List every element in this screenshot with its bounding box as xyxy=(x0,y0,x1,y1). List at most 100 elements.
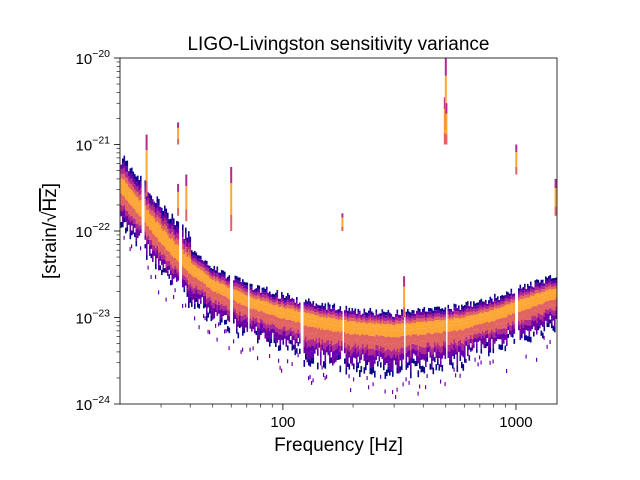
heatmap-cell xyxy=(540,314,543,321)
heatmap-cell xyxy=(428,332,430,338)
heatmap-cell xyxy=(240,299,243,305)
heatmap-cell xyxy=(395,344,397,352)
heatmap-cell xyxy=(366,323,369,327)
heatmap-cell xyxy=(389,318,391,322)
heatmap-cell xyxy=(453,307,456,311)
heatmap-cell xyxy=(498,308,501,312)
heatmap-cell xyxy=(126,160,129,167)
heatmap-cell xyxy=(303,312,306,316)
heatmap-cell xyxy=(456,317,459,322)
heatmap-cell xyxy=(312,307,315,311)
heatmap-cell xyxy=(548,309,550,314)
heatmap-cell xyxy=(137,218,139,224)
heatmap-cell xyxy=(506,328,508,335)
heatmap-cell xyxy=(162,258,165,264)
heatmap-cell xyxy=(507,318,510,323)
heatmap-cell xyxy=(261,328,264,334)
heatmap-cell xyxy=(338,335,340,341)
heatmap-cell xyxy=(443,326,445,331)
heatmap-cell xyxy=(371,348,373,356)
heatmap-cell xyxy=(236,323,238,329)
spectral-line xyxy=(341,213,344,231)
heatmap-cell xyxy=(486,309,489,313)
heatmap-cell xyxy=(126,178,129,184)
heatmap-cell xyxy=(333,310,336,315)
heatmap-cell xyxy=(324,330,327,337)
heatmap-cell xyxy=(414,339,417,345)
heatmap-cell xyxy=(285,302,288,306)
heatmap-cell xyxy=(513,308,516,314)
heatmap-cell xyxy=(168,228,171,234)
heatmap-cell xyxy=(227,315,229,321)
heatmap-cell xyxy=(273,324,276,330)
heatmap-cell xyxy=(162,254,165,259)
heatmap-cell xyxy=(249,313,252,319)
heatmap-cell xyxy=(129,194,132,200)
heatmap-cell xyxy=(264,308,267,314)
heatmap-cell xyxy=(156,227,159,234)
heatmap-cell xyxy=(470,311,472,316)
heatmap-cell xyxy=(504,295,507,299)
heatmap-cell xyxy=(456,324,459,332)
heatmap-cell xyxy=(548,289,550,294)
heatmap-cell xyxy=(210,276,213,279)
heatmap-cell xyxy=(543,286,546,290)
heatmap-cell xyxy=(392,322,394,325)
heatmap-cell xyxy=(200,269,202,274)
heatmap-cell xyxy=(339,309,342,313)
heatmap-cell xyxy=(204,299,207,304)
heatmap-cell xyxy=(476,329,478,335)
heatmap-cell xyxy=(441,317,444,321)
heatmap-cell xyxy=(491,316,493,321)
heatmap-cell xyxy=(225,292,228,297)
heatmap-cell xyxy=(315,306,318,310)
heatmap-cell xyxy=(554,286,556,289)
heatmap-cell xyxy=(138,190,141,196)
heatmap-cell xyxy=(132,171,135,177)
heatmap-cell xyxy=(359,314,361,318)
heatmap-cell xyxy=(252,298,255,302)
heatmap-cell xyxy=(456,338,459,345)
heatmap-cell xyxy=(264,323,267,329)
heatmap-cell xyxy=(341,336,343,341)
heatmap-cell xyxy=(371,355,373,362)
heatmap-cell xyxy=(408,326,411,330)
heatmap-cell xyxy=(524,287,526,291)
heatmap-cell xyxy=(339,365,342,373)
heatmap-cell xyxy=(131,184,133,190)
heatmap-cell xyxy=(242,315,244,321)
heatmap-cell xyxy=(494,311,496,316)
heatmap-cell xyxy=(314,340,316,348)
heatmap-cell xyxy=(510,295,513,300)
heatmap-cell xyxy=(396,336,399,343)
heatmap-cell xyxy=(435,345,438,352)
heatmap-cell xyxy=(437,320,439,324)
heatmap-cell xyxy=(486,314,489,318)
heatmap-cell xyxy=(480,312,483,316)
heatmap-cell xyxy=(251,283,253,288)
heatmap-cell xyxy=(456,308,459,312)
heatmap-cell xyxy=(326,341,328,347)
heatmap-cell xyxy=(144,199,147,206)
heatmap-cell xyxy=(195,297,198,302)
heatmap-cell xyxy=(527,336,529,342)
heatmap-cell xyxy=(375,326,378,330)
heatmap-cell xyxy=(350,314,352,318)
heatmap-cell xyxy=(125,193,127,200)
heatmap-cell xyxy=(140,194,142,201)
heatmap-cell xyxy=(359,370,361,377)
heatmap-cell xyxy=(339,322,342,327)
heatmap-cell xyxy=(333,325,336,332)
heatmap-cell xyxy=(542,309,544,316)
heatmap-cell xyxy=(171,256,174,263)
heatmap-cell xyxy=(363,322,366,326)
heatmap-cell xyxy=(389,312,391,316)
heatmap-cell xyxy=(209,271,211,275)
heatmap-cell xyxy=(168,274,171,279)
heatmap-cell xyxy=(504,334,507,340)
heatmap-cell xyxy=(203,283,205,288)
heatmap-cell xyxy=(150,205,153,211)
heatmap-cell xyxy=(413,313,415,317)
heatmap-cell xyxy=(332,331,334,339)
heatmap-cell xyxy=(186,247,189,253)
